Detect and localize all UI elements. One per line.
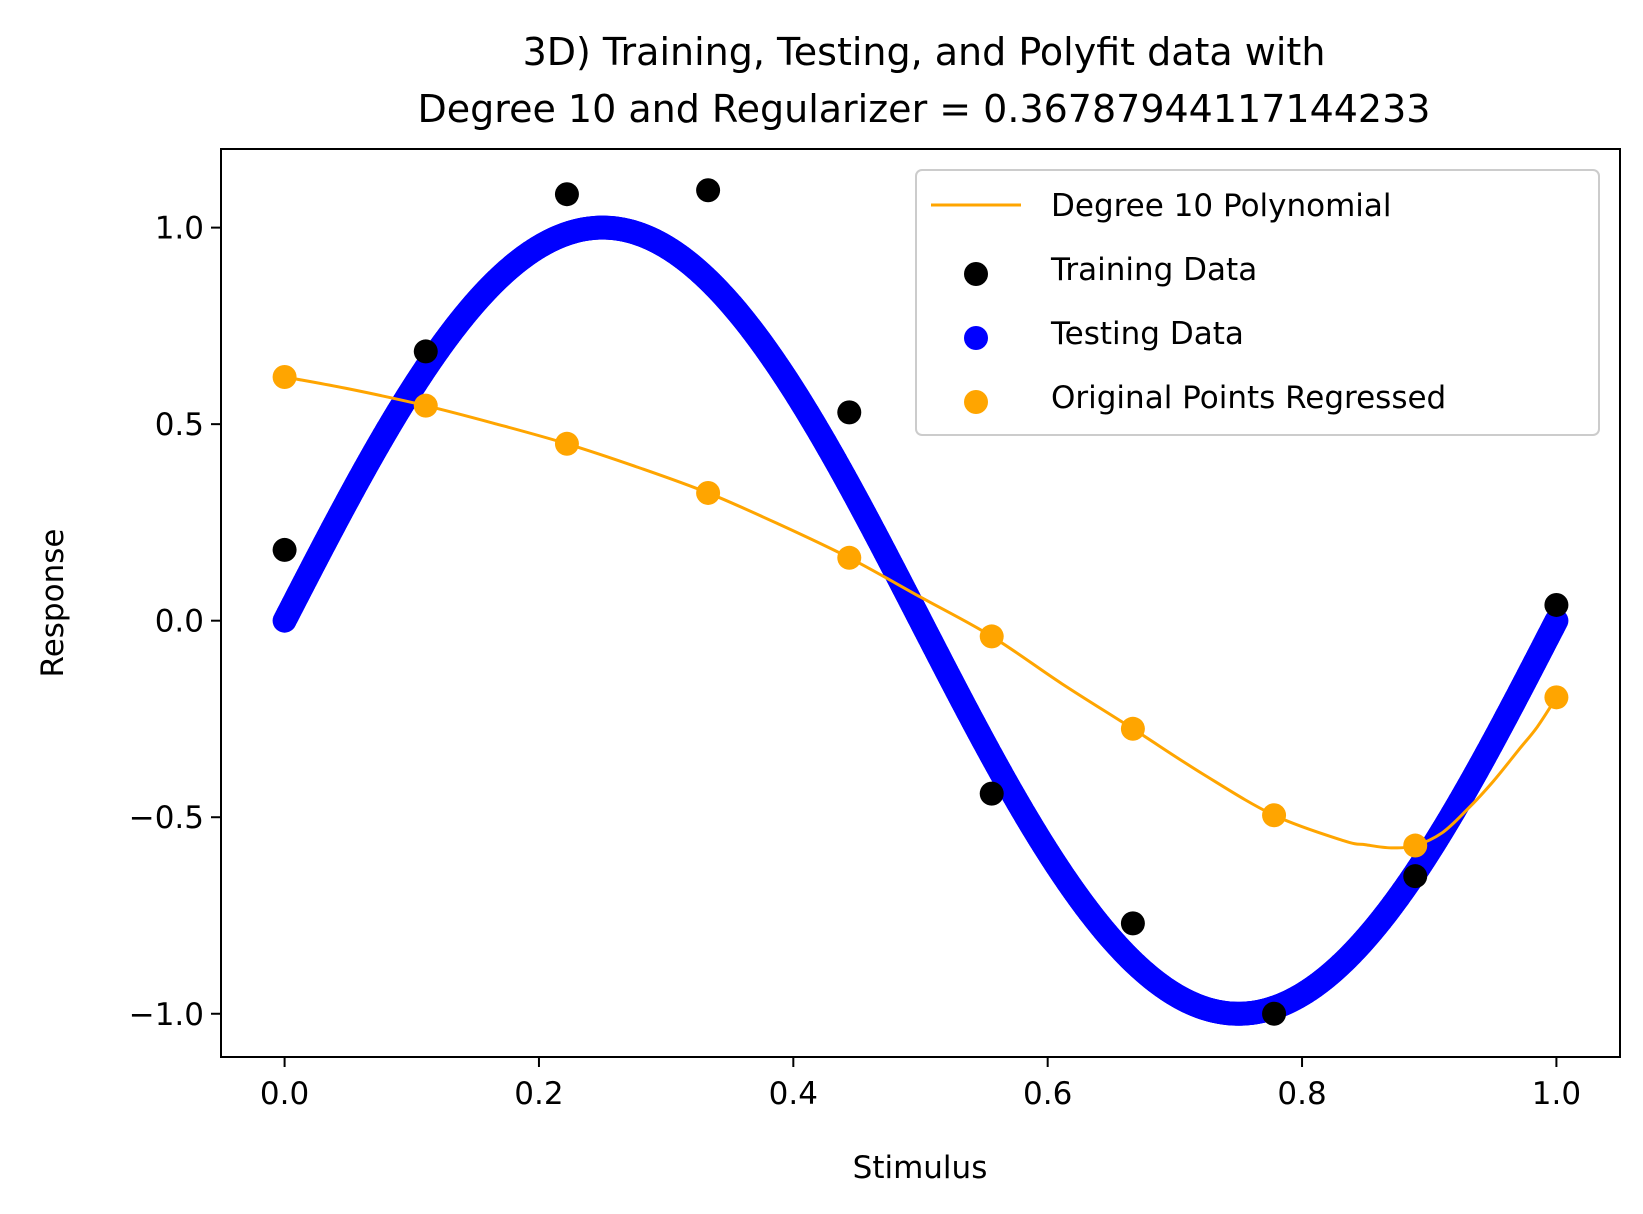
regressed-point <box>837 545 862 570</box>
legend-swatch-marker <box>964 390 988 414</box>
chart-subtitle: Degree 10 and Regularizer = 0.3678794411… <box>418 87 1431 131</box>
training-data-series <box>272 178 1569 1026</box>
legend-label: Degree 10 Polynomial <box>1051 188 1392 224</box>
y-tick-label: −1.0 <box>129 997 204 1033</box>
regressed-points-series <box>272 364 1569 858</box>
y-tick-label: 1.0 <box>155 211 204 247</box>
x-tick-label: 0.2 <box>514 1076 563 1112</box>
x-axis-label: Stimulus <box>853 1150 988 1186</box>
regressed-point <box>1262 803 1287 828</box>
legend-label: Training Data <box>1050 252 1257 288</box>
legend: Degree 10 Polynomial Training Data Testing… <box>915 169 1600 436</box>
regressed-point <box>1403 833 1428 858</box>
y-axis-label: Response <box>35 529 71 678</box>
training-data-point <box>1544 592 1569 617</box>
regressed-point <box>696 480 721 505</box>
regressed-point <box>1120 716 1145 741</box>
training-data-point <box>1120 911 1145 936</box>
legend-label: Original Points Regressed <box>1051 380 1446 416</box>
chart-title: 3D) Training, Testing, and Polyfit data … <box>523 30 1326 74</box>
training-data-point <box>837 400 862 425</box>
testing-data-series <box>272 215 1569 1026</box>
regressed-point <box>554 431 579 456</box>
training-data-point <box>979 781 1004 806</box>
x-tick-label: 1.0 <box>1532 1076 1581 1112</box>
legend-swatch-marker <box>964 326 988 350</box>
regressed-point <box>979 624 1004 649</box>
training-data-point <box>554 182 579 207</box>
legend-swatch-marker <box>964 262 988 286</box>
legend-box <box>915 169 1600 436</box>
x-tick-label: 0.0 <box>260 1076 309 1112</box>
regressed-point <box>1544 685 1569 710</box>
training-data-point <box>1403 864 1428 889</box>
y-tick-label: 0.5 <box>155 407 204 443</box>
plot-area <box>272 178 1569 1026</box>
axes: 0.0 0.2 0.4 0.6 0.8 1.0 −1.0 −0.5 0.0 0.5 1.0 <box>129 211 1581 1112</box>
regressed-point <box>272 364 297 389</box>
training-data-point <box>1262 1001 1287 1026</box>
x-tick-label: 0.6 <box>1023 1076 1072 1112</box>
training-data-point <box>272 537 297 562</box>
plot-frame <box>220 148 1621 1058</box>
y-tick-label: 0.0 <box>155 604 204 640</box>
y-tick-label: −0.5 <box>129 800 204 836</box>
legend-label: Testing Data <box>1050 316 1244 352</box>
x-tick-label: 0.4 <box>769 1076 818 1112</box>
training-data-point <box>696 178 721 203</box>
x-tick-label: 0.8 <box>1277 1076 1326 1112</box>
regressed-point <box>413 393 438 418</box>
training-data-point <box>413 339 438 364</box>
